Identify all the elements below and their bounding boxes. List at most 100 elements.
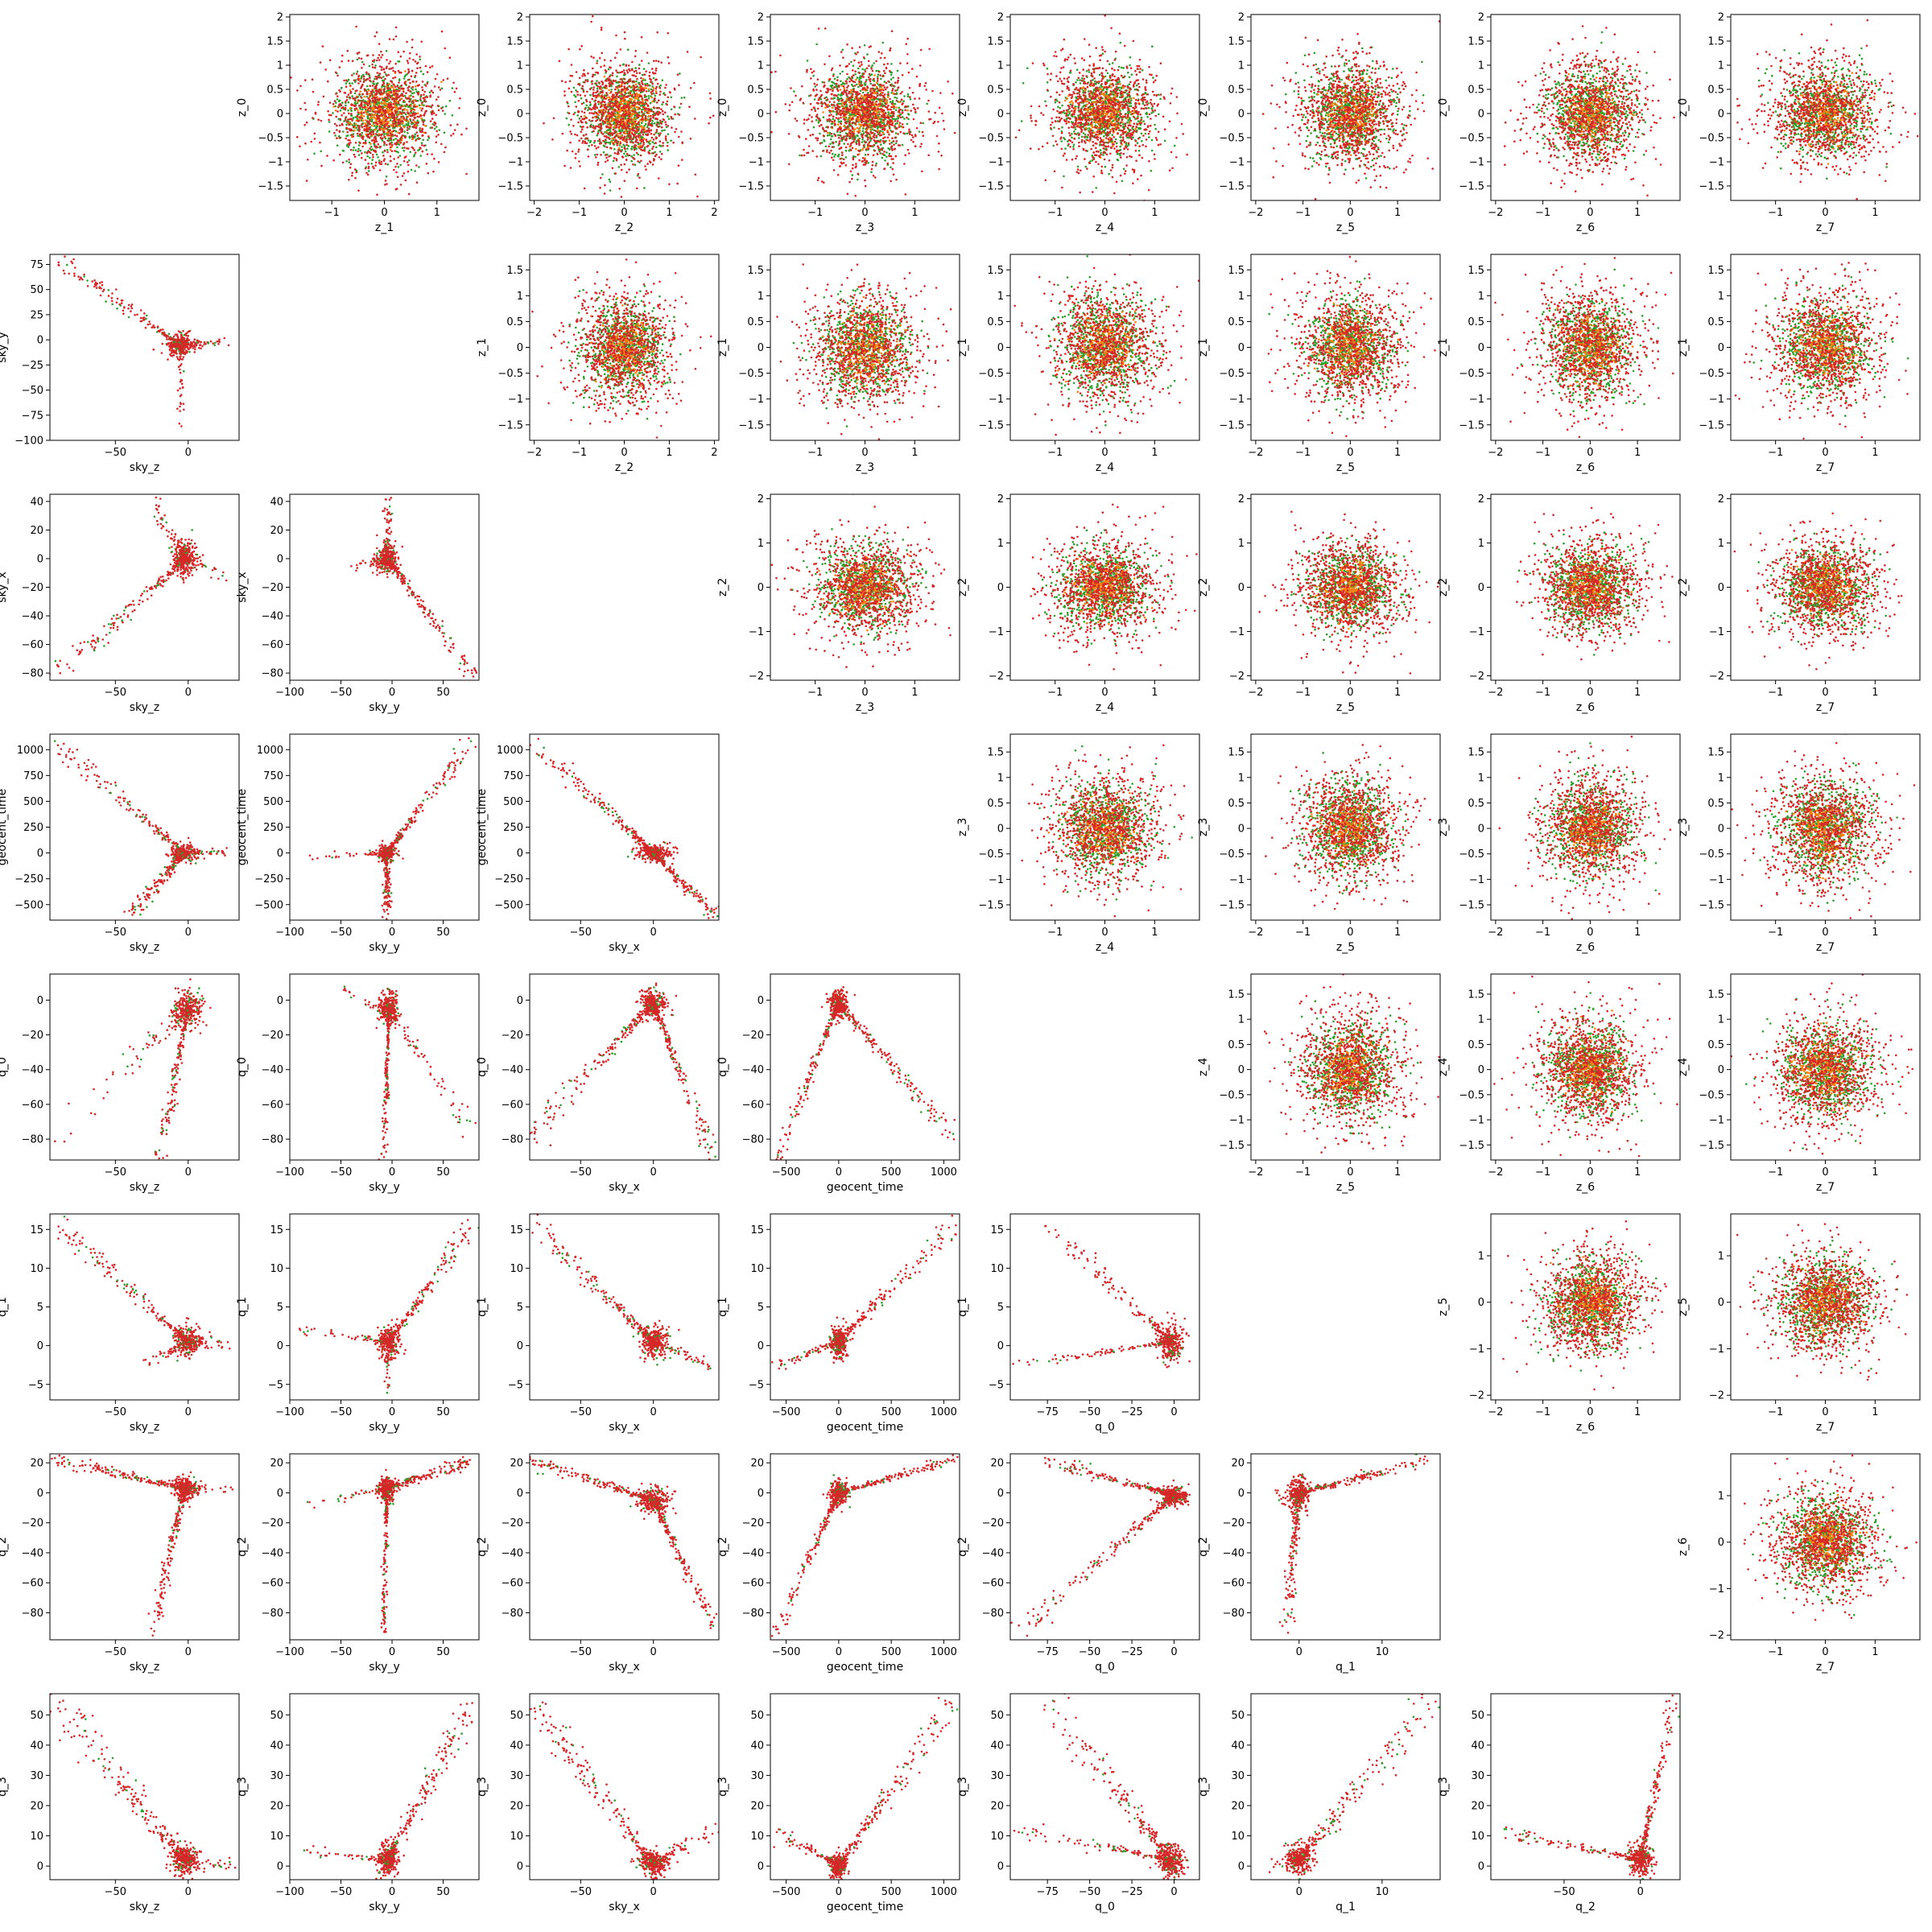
scatter-point [808,114,811,117]
scatter-point [371,107,374,109]
scatter-point [928,110,931,113]
scatter-point [940,155,943,157]
scatter-point [571,64,573,66]
scatter-point [395,171,398,174]
scatter-point [652,163,654,166]
scatter-point [374,76,377,78]
scatter-point [606,94,609,97]
scatter-point [584,142,587,144]
scatter-point [607,142,609,144]
scatter-point [390,113,393,115]
scatter-point [595,156,597,159]
scatter-point [863,72,865,75]
scatter-point [646,146,649,148]
scatter-point [623,123,625,126]
scatter-point [887,96,890,98]
scatter-point [658,144,661,147]
scatter-point [438,109,440,112]
scatter-point [336,95,339,97]
scatter-point [615,100,617,102]
scatter-point [612,97,614,100]
scatter-point [603,109,605,111]
scatter-point [622,156,625,159]
scatter-point [351,134,353,136]
scatter-point [341,87,343,89]
scatter-point [696,196,699,198]
scatter-point [659,140,662,142]
scatter-point [645,168,647,171]
scatter-point [376,60,378,62]
scatter-point [392,123,394,126]
scatter-point [639,134,642,137]
scatter-point [663,101,665,104]
scatter-point [814,85,816,88]
scatter-point [683,97,686,99]
scatter-point [646,103,648,105]
scatter-point [832,118,835,120]
scatter-point [317,118,320,121]
scatter-point [644,131,646,134]
scatter-point [825,146,828,148]
scatter-point [876,82,878,85]
scatter-point [384,150,386,152]
scatter-point [584,112,586,114]
scatter-point [641,131,643,134]
scatter-point [620,118,622,121]
scatter-point [378,89,381,91]
scatter-point [811,150,814,152]
scatter-point [620,164,622,167]
scatter-point [378,115,381,118]
scatter-point [843,110,845,113]
scatter-point [402,134,404,137]
scatter-point [376,130,378,133]
scatter-point [795,95,797,97]
scatter-point [375,146,378,148]
scatter-point [634,81,636,84]
scatter-point [564,90,566,93]
scatter-point [566,150,568,152]
scatter-point [396,108,398,110]
scatter-point [858,72,861,74]
scatter-point [632,74,634,76]
scatter-point [890,63,893,65]
scatter-point [646,112,649,114]
scatter-point [361,100,363,102]
scatter-point [416,181,419,184]
scatter-point [636,138,638,141]
scatter-point [415,152,417,155]
scatter-point [596,107,598,109]
scatter-point [594,74,597,76]
scatter-point [616,134,618,137]
scatter-point [379,129,382,131]
scatter-point [415,72,418,74]
scatter-point [661,103,663,105]
scatter-point [408,79,411,81]
scatter-point [372,154,374,156]
scatter-point [648,97,650,100]
scatter-point [380,111,382,114]
scatter-point [712,115,715,118]
scatter-point [389,95,391,97]
scatter-point [377,111,379,114]
scatter-point [580,138,583,140]
scatter-point [615,35,617,37]
scatter-point [899,122,902,124]
scatter-point [877,130,880,132]
scatter-point [314,138,316,140]
scatter-point [431,65,434,68]
scatter-point [588,112,591,114]
scatter-point [646,85,649,87]
scatter-point [678,164,680,167]
scatter-point [312,91,315,93]
scatter-point [362,93,365,96]
scatter-point [422,151,424,153]
scatter-point [859,126,861,129]
scatter-point [312,78,314,80]
scatter-point [368,128,370,130]
scatter-point [345,105,347,107]
scatter-point [846,97,848,100]
scatter-point [649,78,651,80]
scatter-point [345,138,347,140]
scatter-point [881,157,884,159]
scatter-point [859,46,861,48]
